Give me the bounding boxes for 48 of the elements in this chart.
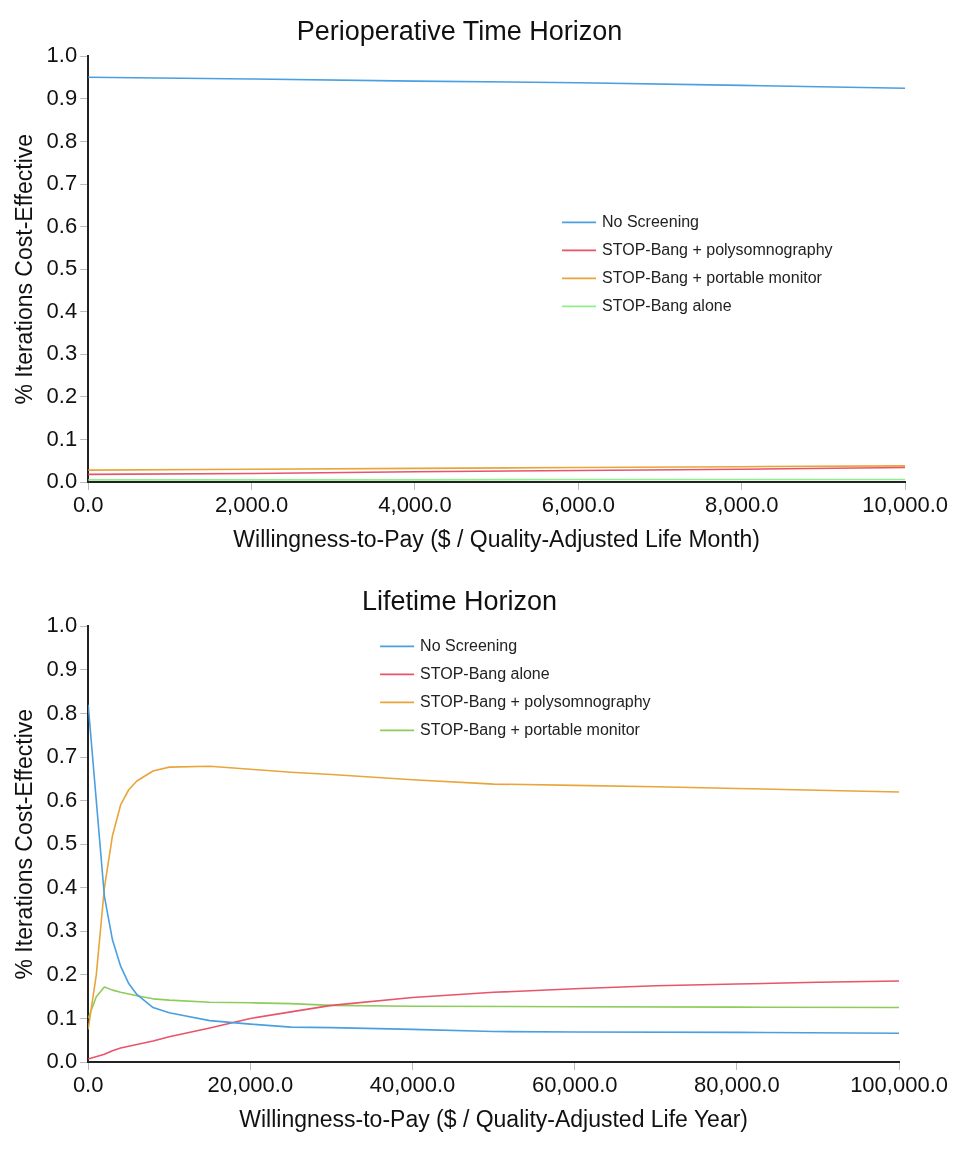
y-tick-label: 0.2 bbox=[46, 960, 78, 986]
y-tick-label: 0.4 bbox=[46, 297, 78, 323]
legend-label: No Screening bbox=[420, 636, 518, 654]
x-tick-label: 100,000.0 bbox=[850, 1072, 948, 1098]
legend-label: STOP-Bang alone bbox=[602, 296, 732, 314]
y-tick-label: 1.0 bbox=[46, 612, 78, 638]
y-tick-label: 0.0 bbox=[46, 1048, 78, 1074]
y-axis-title: % Iterations Cost-Effective bbox=[11, 133, 38, 405]
y-tick-label: 0.3 bbox=[46, 917, 78, 943]
y-axis-title: % Iterations Cost-Effective bbox=[11, 708, 38, 980]
y-tick-label: 0.7 bbox=[46, 743, 78, 769]
y-tick-label: 0.8 bbox=[46, 127, 78, 153]
y-tick-label: 1.0 bbox=[46, 42, 78, 68]
legend-label: STOP-Bang + polysomnography bbox=[420, 692, 651, 710]
y-tick-label: 0.8 bbox=[46, 699, 78, 725]
y-tick-label: 0.0 bbox=[46, 468, 78, 494]
chart-title: Perioperative Time Horizon bbox=[296, 15, 623, 46]
x-tick-label: 4,000.0 bbox=[378, 492, 452, 518]
x-tick-label: 0.0 bbox=[72, 1072, 104, 1098]
x-tick-label: 10,000.0 bbox=[862, 492, 948, 518]
x-tick-label: 0.0 bbox=[72, 492, 104, 518]
chart-title: Lifetime Horizon bbox=[361, 585, 558, 616]
y-tick-label: 0.4 bbox=[46, 873, 78, 899]
x-tick-label: 20,000.0 bbox=[207, 1072, 294, 1098]
y-tick-label: 0.2 bbox=[46, 382, 78, 408]
legend-label: No Screening bbox=[602, 212, 699, 230]
x-tick-label: 80,000.0 bbox=[694, 1072, 780, 1098]
legend-label: STOP-Bang + portable monitor bbox=[420, 720, 641, 738]
legend-label: STOP-Bang + polysomnography bbox=[602, 240, 833, 258]
y-tick-label: 0.9 bbox=[46, 656, 78, 682]
x-tick-label: 2,000.0 bbox=[214, 492, 289, 518]
x-axis-title: Willingness-to-Pay ($ / Quality-Adjusted Life Month) bbox=[233, 525, 761, 552]
y-tick-label: 0.6 bbox=[46, 786, 78, 812]
y-tick-label: 0.5 bbox=[46, 255, 78, 281]
x-axis-title: Willingness-to-Pay ($ / Quality-Adjusted Life Year) bbox=[239, 1105, 749, 1132]
x-tick-label: 6,000.0 bbox=[541, 492, 616, 518]
y-tick-label: 0.9 bbox=[46, 85, 78, 111]
y-tick-label: 0.3 bbox=[46, 340, 78, 366]
y-tick-label: 0.1 bbox=[46, 1004, 78, 1030]
x-tick-label: 8,000.0 bbox=[705, 492, 779, 518]
y-tick-label: 0.1 bbox=[46, 425, 78, 451]
x-tick-label: 60,000.0 bbox=[531, 1072, 618, 1098]
y-tick-label: 0.6 bbox=[46, 212, 78, 238]
y-tick-label: 0.7 bbox=[46, 170, 78, 196]
x-tick-label: 40,000.0 bbox=[369, 1072, 456, 1098]
legend-label: STOP-Bang alone bbox=[420, 664, 550, 682]
legend-label: STOP-Bang + portable monitor bbox=[602, 268, 823, 286]
y-tick-label: 0.5 bbox=[46, 830, 78, 856]
